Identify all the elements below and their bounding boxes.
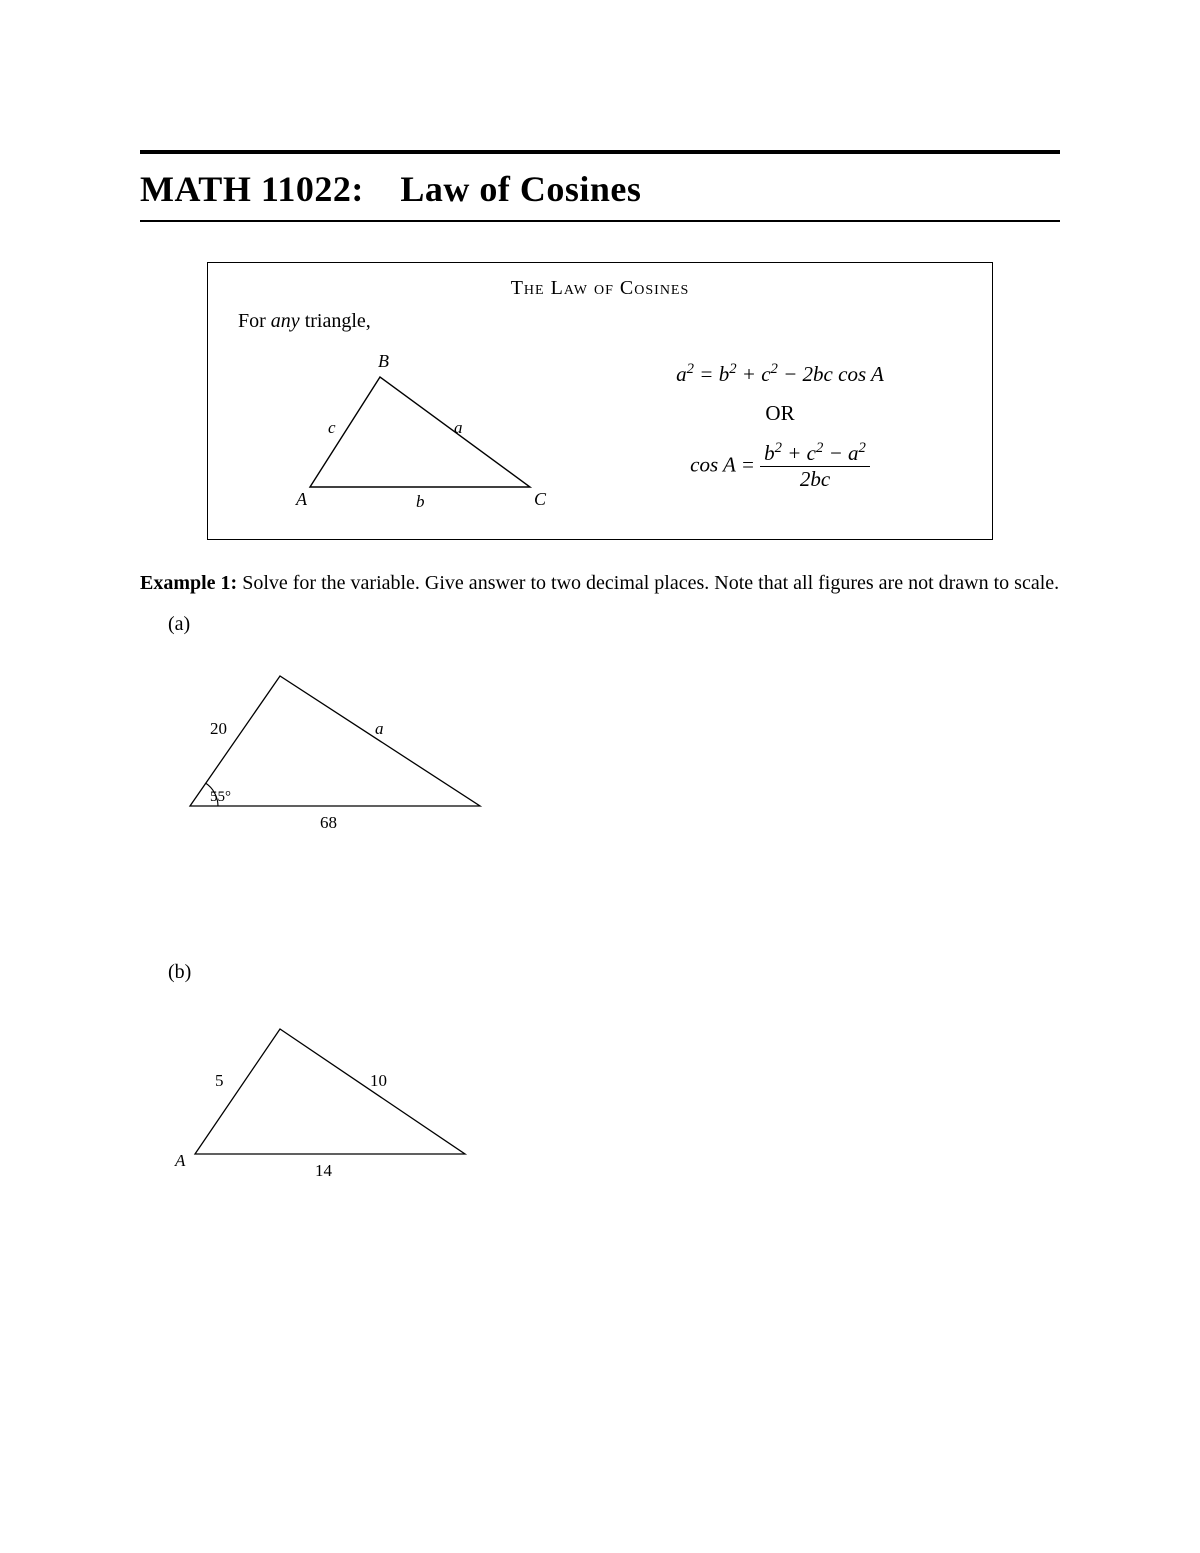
example-1: Example 1: Solve for the variable. Give … [140, 570, 1060, 597]
triangle-b-shape [195, 1029, 465, 1154]
triangle-shape [310, 377, 530, 487]
intro-suffix: triangle, [300, 310, 371, 332]
f2-fraction: b2 + c2 − a2 2bc [760, 441, 870, 492]
example-label: Example 1: [140, 572, 237, 594]
b-bottom-side: 14 [315, 1161, 333, 1179]
law-intro: For any triangle, [238, 310, 970, 333]
f2-num-a: a [848, 441, 859, 465]
a-angle-label: 55° [210, 789, 231, 805]
part-b-label: (b) [168, 961, 1060, 984]
triangle-a-shape [190, 676, 480, 806]
intro-italic: any [271, 310, 300, 332]
f1-tail: − 2bc cos A [783, 362, 884, 386]
f1-t1-sup: 2 [729, 361, 736, 377]
side-a: a [454, 418, 463, 437]
b-left-side: 5 [215, 1071, 224, 1090]
b-right-side: 10 [370, 1071, 387, 1090]
f2-num-c: c [807, 441, 816, 465]
formulas: a2 = b2 + c2 − 2bc cos A OR cos A = b2 [590, 356, 970, 498]
triangle-a: 20 a 68 55° [160, 646, 500, 836]
reference-triangle: B A C c a b [230, 337, 590, 517]
side-c: c [328, 418, 336, 437]
eq-sign: = [699, 362, 718, 386]
plus-sign-2: + [787, 441, 806, 465]
example-text: Solve for the variable. Give answer to t… [237, 572, 1059, 594]
plus-sign: + [742, 362, 761, 386]
part-a-label: (a) [168, 613, 1060, 636]
top-rule [140, 150, 1060, 154]
intro-prefix: For [238, 310, 271, 332]
f2-num-a-sup: 2 [859, 440, 866, 456]
f1-t2: c [761, 362, 770, 386]
f2-num: b2 + c2 − a2 [760, 441, 870, 467]
side-b: b [416, 492, 425, 511]
formula-2: cos A = b2 + c2 − a2 2bc [590, 441, 970, 492]
vertex-A: A [295, 489, 308, 509]
f1-lhs-sup: 2 [687, 361, 694, 377]
page-title: MATH 11022: Law of Cosines [140, 168, 1060, 210]
f2-num-b-sup: 2 [775, 440, 782, 456]
vertex-B: B [378, 351, 389, 371]
f1-lhs: a [676, 362, 687, 386]
triangle-b: 5 10 14 A [160, 994, 490, 1179]
a-left-side: 20 [210, 719, 227, 738]
law-heading: The Law of Cosines [230, 277, 970, 300]
title-underline [140, 220, 1060, 222]
minus-sign: − [829, 441, 848, 465]
f2-num-c-sup: 2 [816, 440, 823, 456]
f1-t1: b [719, 362, 730, 386]
f2-den: 2bc [760, 467, 870, 492]
vertex-C: C [534, 489, 547, 509]
law-box: The Law of Cosines For any triangle, B A… [207, 262, 993, 540]
f2-num-b: b [764, 441, 775, 465]
a-right-side: a [375, 719, 384, 738]
formula-or: OR [590, 401, 970, 426]
b-vertex-label: A [174, 1151, 186, 1170]
formula-1: a2 = b2 + c2 − 2bc cos A [590, 362, 970, 387]
f1-t2-sup: 2 [771, 361, 778, 377]
page-content: MATH 11022: Law of Cosines The Law of Co… [140, 150, 1060, 1184]
a-bottom-side: 68 [320, 813, 337, 832]
f2-lhs: cos A = [690, 452, 760, 476]
